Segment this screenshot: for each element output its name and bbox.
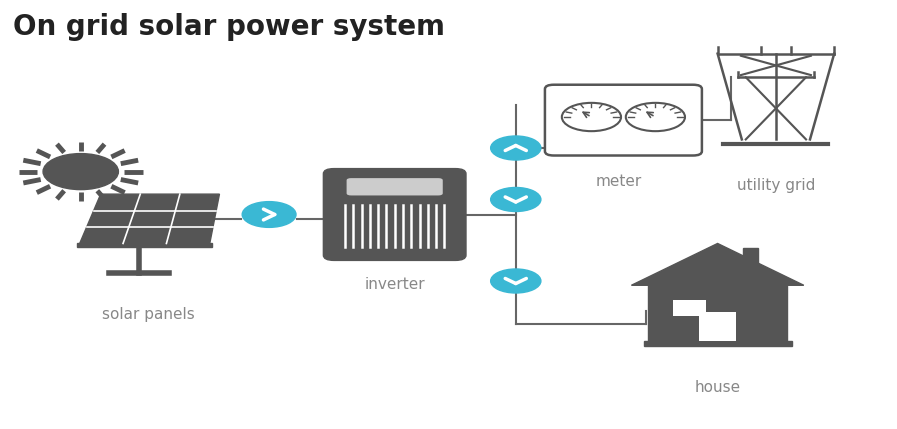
FancyBboxPatch shape [699,312,736,341]
Polygon shape [77,244,213,247]
Text: solar panels: solar panels [101,307,195,322]
Polygon shape [631,244,804,285]
FancyBboxPatch shape [346,178,443,196]
Circle shape [242,202,296,227]
Circle shape [43,154,118,190]
FancyBboxPatch shape [643,341,792,346]
Text: house: house [694,380,741,395]
Circle shape [491,269,541,293]
Text: inverter: inverter [364,277,425,292]
FancyBboxPatch shape [544,85,701,156]
Circle shape [626,103,685,131]
FancyBboxPatch shape [743,248,758,266]
Circle shape [562,103,621,131]
Circle shape [491,136,541,160]
FancyBboxPatch shape [323,169,466,260]
Polygon shape [80,194,220,244]
Text: On grid solar power system: On grid solar power system [13,13,446,41]
FancyBboxPatch shape [648,285,788,341]
Text: utility grid: utility grid [736,178,815,193]
Text: meter: meter [596,174,642,189]
FancyBboxPatch shape [673,300,706,316]
Circle shape [491,187,541,211]
